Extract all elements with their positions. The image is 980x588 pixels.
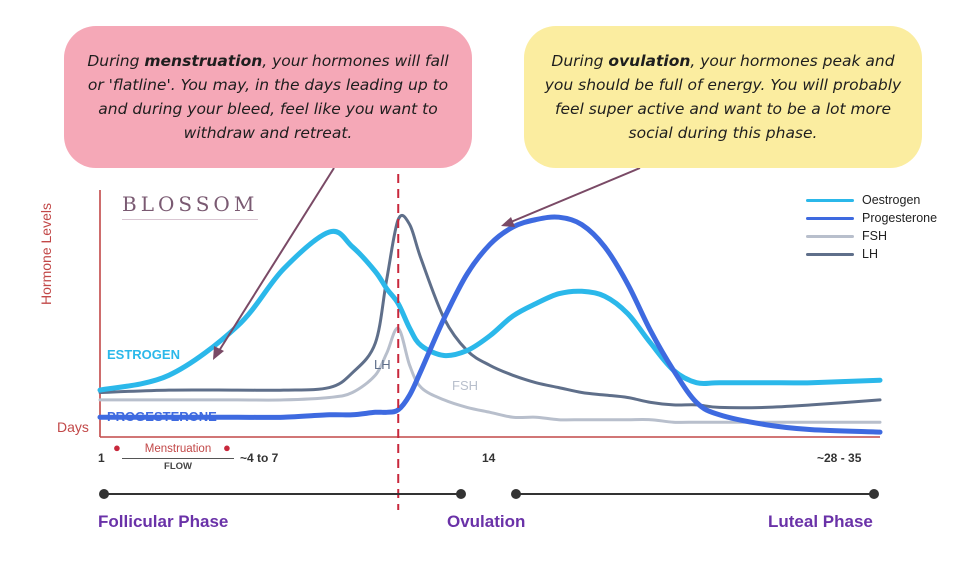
flow-label: FLOW — [164, 461, 192, 472]
legend-swatch-progesterone — [806, 216, 854, 220]
annotation-arrow-ovulation — [505, 167, 641, 225]
series-line-progesterone — [97, 214, 883, 435]
series-label-estrogen: ESTROGEN — [107, 347, 180, 362]
x-tick-ovulation: 14 — [482, 451, 496, 465]
annotation-arrowhead-ovulation — [501, 217, 515, 227]
ovulation-callout: During ovulation, your hormones peak and… — [524, 26, 922, 168]
series-line-oestrogen — [97, 228, 883, 393]
menstruation-callout-post: , your hormones will fall or 'flatline'.… — [87, 52, 449, 142]
annotation-arrowhead-menstruation — [213, 346, 224, 360]
x-tick-end: ~28 - 35 — [817, 451, 862, 465]
x-tick-start: 1 — [98, 451, 105, 465]
phase-label-ovulation: Ovulation — [447, 512, 526, 531]
menstruation-callout-pre: During — [87, 52, 145, 70]
phase-label-luteal: Luteal Phase — [768, 512, 873, 531]
follicular-phase-start-dot — [99, 489, 109, 499]
series-label-lh: LH — [374, 357, 391, 372]
ovulation-callout-post: , your hormones peak and you should be f… — [544, 52, 902, 142]
legend-item-oestrogen: Oestrogen — [806, 191, 937, 209]
legend-label-oestrogen: Oestrogen — [862, 193, 921, 207]
series-line-lh — [98, 213, 882, 410]
annotation-arrow-menstruation — [216, 167, 335, 355]
legend-label-lh: LH — [862, 247, 878, 261]
legend-swatch-oestrogen — [806, 198, 854, 202]
luteal-phase-start-dot — [511, 489, 521, 499]
chart-legend: Oestrogen Progesterone FSH LH — [806, 191, 937, 263]
luteal-phase-end-dot — [869, 489, 879, 499]
legend-item-fsh: FSH — [806, 227, 937, 245]
menstruation-divider — [122, 458, 234, 459]
legend-swatch-lh — [806, 252, 854, 256]
x-tick-menses-end: ~4 to 7 — [240, 451, 279, 465]
blood-drop-icon: ● — [113, 440, 121, 455]
legend-label-progesterone: Progesterone — [862, 211, 938, 225]
ovulation-callout-bold: ovulation — [608, 52, 691, 70]
legend-label-fsh: FSH — [862, 229, 887, 243]
legend-item-lh: LH — [806, 245, 937, 263]
legend-item-progesterone: Progesterone — [806, 209, 937, 227]
series-layer — [97, 213, 883, 435]
y-axis-label: Hormone Levels — [38, 203, 54, 305]
series-label-fsh: FSH — [452, 378, 478, 393]
menstruation-callout: During menstruation, your hormones will … — [64, 26, 472, 168]
follicular-phase-end-dot — [456, 489, 466, 499]
brand-logo: BLOSSOM — [122, 192, 259, 220]
ovulation-callout-pre: During — [551, 52, 609, 70]
series-label-progesterone: PROGESTERONE — [107, 409, 217, 424]
menstruation-callout-bold: menstruation — [144, 52, 263, 70]
x-axis-label: Days — [57, 419, 89, 435]
menstruation-flow-marker: Menstruation FLOW — [122, 443, 234, 472]
blood-drop-icon: ● — [223, 440, 231, 455]
menstruation-label: Menstruation — [144, 443, 212, 455]
series-line-fsh — [98, 326, 882, 424]
legend-swatch-fsh — [806, 234, 854, 238]
phase-label-follicular: Follicular Phase — [98, 512, 229, 531]
